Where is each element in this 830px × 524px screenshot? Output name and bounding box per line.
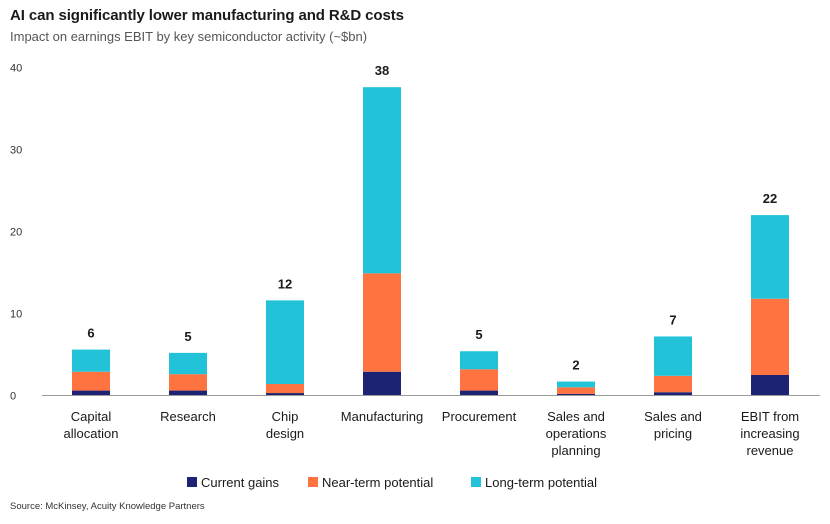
x-category-label-line: Sales and <box>644 409 702 424</box>
bar-segment <box>557 393 595 396</box>
x-category-label-line: pricing <box>654 426 692 441</box>
bar-segment <box>460 390 498 396</box>
legend-swatch <box>187 477 197 487</box>
legend-label: Near-term potential <box>322 475 433 490</box>
legend-label: Long-term potential <box>485 475 597 490</box>
x-category-label-line: Research <box>160 409 216 424</box>
y-tick-label: 10 <box>10 309 22 321</box>
x-category-label-line: Sales and <box>547 409 605 424</box>
x-category-label: EBIT from increasing revenue <box>740 409 799 458</box>
x-category-label-line: allocation <box>64 426 119 441</box>
chart-subtitle: Impact on earnings EBIT by key semicondu… <box>10 29 368 44</box>
y-tick-label: 30 <box>10 145 22 157</box>
legend-swatch <box>308 477 318 487</box>
x-category-label-line: Capital <box>71 409 112 424</box>
bar-segment <box>169 352 207 375</box>
bar-segment <box>169 374 207 391</box>
bar-segment <box>266 300 304 385</box>
bar-segment <box>363 87 401 274</box>
x-category-label: Sales and operations planning <box>546 409 607 458</box>
x-category-label-line: Procurement <box>442 409 517 424</box>
bar-segment <box>460 351 498 370</box>
bar-segment <box>751 215 789 299</box>
x-category-label-line: planning <box>551 443 600 458</box>
bar-segment <box>363 371 401 396</box>
x-category-label-line: design <box>266 426 304 441</box>
chart-title: AI can significantly lower manufacturing… <box>10 7 404 24</box>
x-category-label: Capital allocation <box>64 409 119 441</box>
bar-segment <box>169 390 207 396</box>
bar-segment <box>654 336 692 376</box>
bar-segment <box>557 381 595 388</box>
x-category-label-line: EBIT from <box>741 409 799 424</box>
x-category-label-line: revenue <box>747 443 794 458</box>
data-label-total: 7 <box>669 312 676 327</box>
x-category-label-line: Manufacturing <box>341 409 423 424</box>
x-category-label-line: Chip <box>272 409 299 424</box>
bar-segment <box>266 393 304 396</box>
bar-segment <box>72 390 110 396</box>
bar-segment <box>460 369 498 391</box>
bar-segment <box>654 375 692 393</box>
bar-segment <box>751 375 789 396</box>
bar-segment <box>266 384 304 394</box>
x-category-label: Manufacturing <box>341 409 423 424</box>
bar-segment <box>72 349 110 372</box>
bar-segment <box>363 273 401 372</box>
data-label-total: 5 <box>475 327 482 342</box>
bar-segment <box>654 392 692 396</box>
data-label-total: 38 <box>375 63 389 78</box>
x-category-label: Chip design <box>266 409 304 441</box>
data-label-total: 2 <box>572 358 579 373</box>
y-tick-label: 40 <box>10 63 22 75</box>
x-category-label: Sales and pricing <box>644 409 702 441</box>
x-category-label-line: increasing <box>740 426 799 441</box>
y-tick-label: 0 <box>10 391 16 403</box>
data-label-total: 22 <box>763 191 777 206</box>
legend-label: Current gains <box>201 475 280 490</box>
data-label-total: 5 <box>184 329 191 344</box>
source-note: Source: McKinsey, Acuity Knowledge Partn… <box>10 501 205 512</box>
bar-segment <box>557 387 595 394</box>
x-category-label-line: operations <box>546 426 607 441</box>
data-label-total: 6 <box>87 326 94 341</box>
bar-segment <box>72 371 110 391</box>
y-tick-label: 20 <box>10 227 22 239</box>
x-category-label: Research <box>160 409 216 424</box>
x-category-label: Procurement <box>442 409 517 424</box>
legend-swatch <box>471 477 481 487</box>
bar-segment <box>751 298 789 375</box>
data-label-total: 12 <box>278 276 292 291</box>
